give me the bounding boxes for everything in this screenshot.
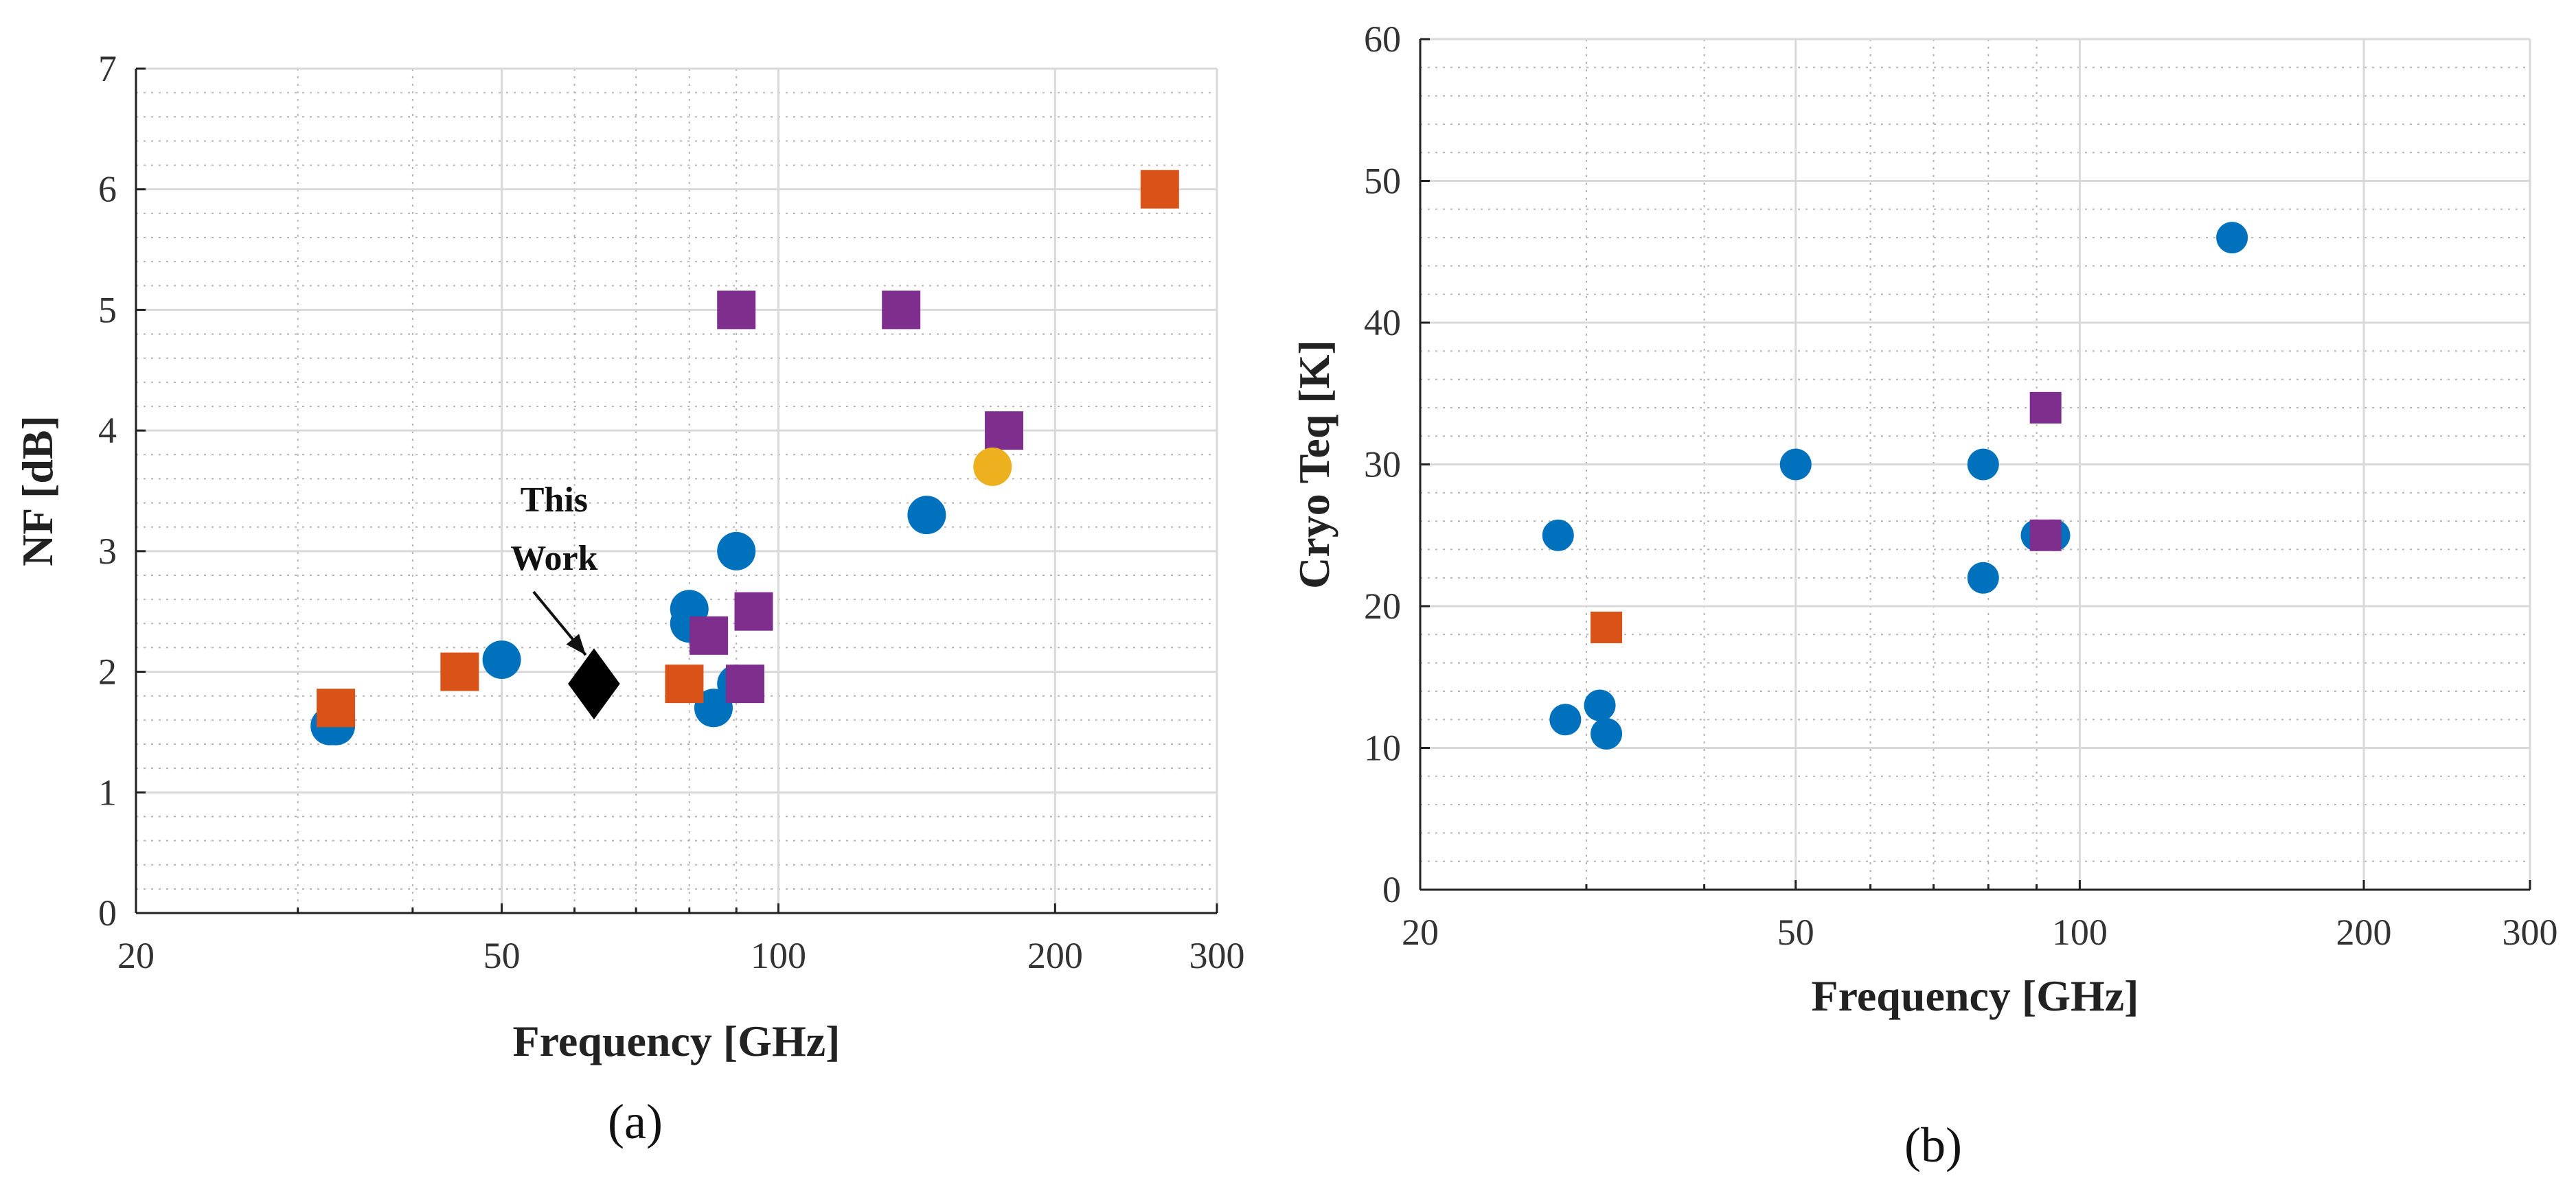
data-point-square: [725, 665, 764, 704]
x-axis-title: Frequency [GHz]: [1812, 971, 2139, 1020]
y-tick-label: 10: [1364, 728, 1401, 769]
y-tick-label: 0: [98, 892, 117, 934]
annotation-line-2: Work: [510, 539, 597, 578]
y-axis-title: NF [dB]: [13, 415, 62, 566]
x-tick-label: 20: [117, 935, 155, 976]
x-tick-label: 200: [2336, 912, 2392, 953]
y-tick-label: 4: [98, 410, 117, 451]
x-tick-label: 100: [751, 935, 806, 976]
data-point-circle: [2216, 222, 2248, 254]
data-markers: [1542, 222, 2248, 750]
data-point-square: [1140, 170, 1179, 209]
data-point-this-work: [568, 648, 620, 719]
data-point-circle: [1584, 689, 1616, 722]
panel-label: (a): [608, 1094, 663, 1149]
x-tick-label: 200: [1027, 935, 1083, 976]
panel-label: (b): [1904, 1118, 1962, 1173]
y-tick-label: 2: [98, 651, 117, 693]
data-point-circle: [1779, 448, 1812, 481]
x-tick-label: 50: [1777, 912, 1814, 953]
y-tick-label: 5: [98, 289, 117, 330]
x-tick-label: 50: [483, 935, 521, 976]
y-axis-title: Cryo Teq [K]: [1290, 340, 1338, 589]
x-tick-label: 100: [2052, 912, 2108, 953]
panel-a-chart: 0 1 2 3 4 5 6 7 20 50 100 200 300 Frequency [GHz] NF […: [13, 48, 1245, 1149]
y-tick-label: 20: [1364, 586, 1401, 627]
x-tick-label: 300: [2503, 912, 2558, 953]
data-point-square: [717, 290, 756, 330]
data-point-square: [2029, 519, 2062, 551]
data-point-circle: [482, 640, 521, 679]
y-tick-label: 30: [1364, 444, 1401, 485]
data-point-square: [882, 290, 921, 330]
data-point-square: [1591, 611, 1623, 643]
data-point-circle: [1967, 448, 1999, 481]
panel-b-chart: 0 10 20 30 40 50 60 20 50 100 200 300 Frequency [GHz…: [1290, 19, 2558, 1173]
grid: [135, 67, 1218, 914]
y-tick-label: 1: [98, 772, 117, 813]
x-tick-label: 300: [1189, 935, 1245, 976]
annotation-line-1: This: [521, 481, 588, 520]
data-point-square: [689, 616, 729, 655]
y-tick-label: 3: [98, 531, 117, 572]
data-point-square: [2029, 391, 2062, 424]
x-axis-title: Frequency [GHz]: [513, 1017, 841, 1065]
data-point-square: [440, 652, 479, 691]
data-point-circle: [717, 531, 756, 570]
y-tick-label: 40: [1364, 302, 1401, 343]
y-tick-label: 6: [98, 169, 117, 210]
data-point-circle: [973, 447, 1012, 486]
x-tick-label: 20: [1402, 912, 1439, 953]
data-point-square: [985, 411, 1024, 450]
annotation-arrow-head: [566, 634, 586, 656]
y-tick-label: 0: [1382, 869, 1401, 910]
data-point-square: [317, 689, 356, 728]
y-tick-label: 7: [98, 48, 117, 89]
data-point-square: [665, 665, 704, 704]
data-point-circle: [907, 496, 946, 535]
y-tick-label: 50: [1364, 161, 1401, 202]
data-point-circle: [1967, 562, 1999, 594]
data-markers: [310, 170, 1179, 746]
data-point-square: [734, 592, 773, 631]
data-point-circle: [1591, 717, 1623, 750]
data-point-circle: [694, 689, 733, 728]
data-point-circle: [1549, 704, 1582, 736]
y-tick-label: 60: [1364, 19, 1401, 60]
data-point-circle: [1542, 519, 1574, 551]
